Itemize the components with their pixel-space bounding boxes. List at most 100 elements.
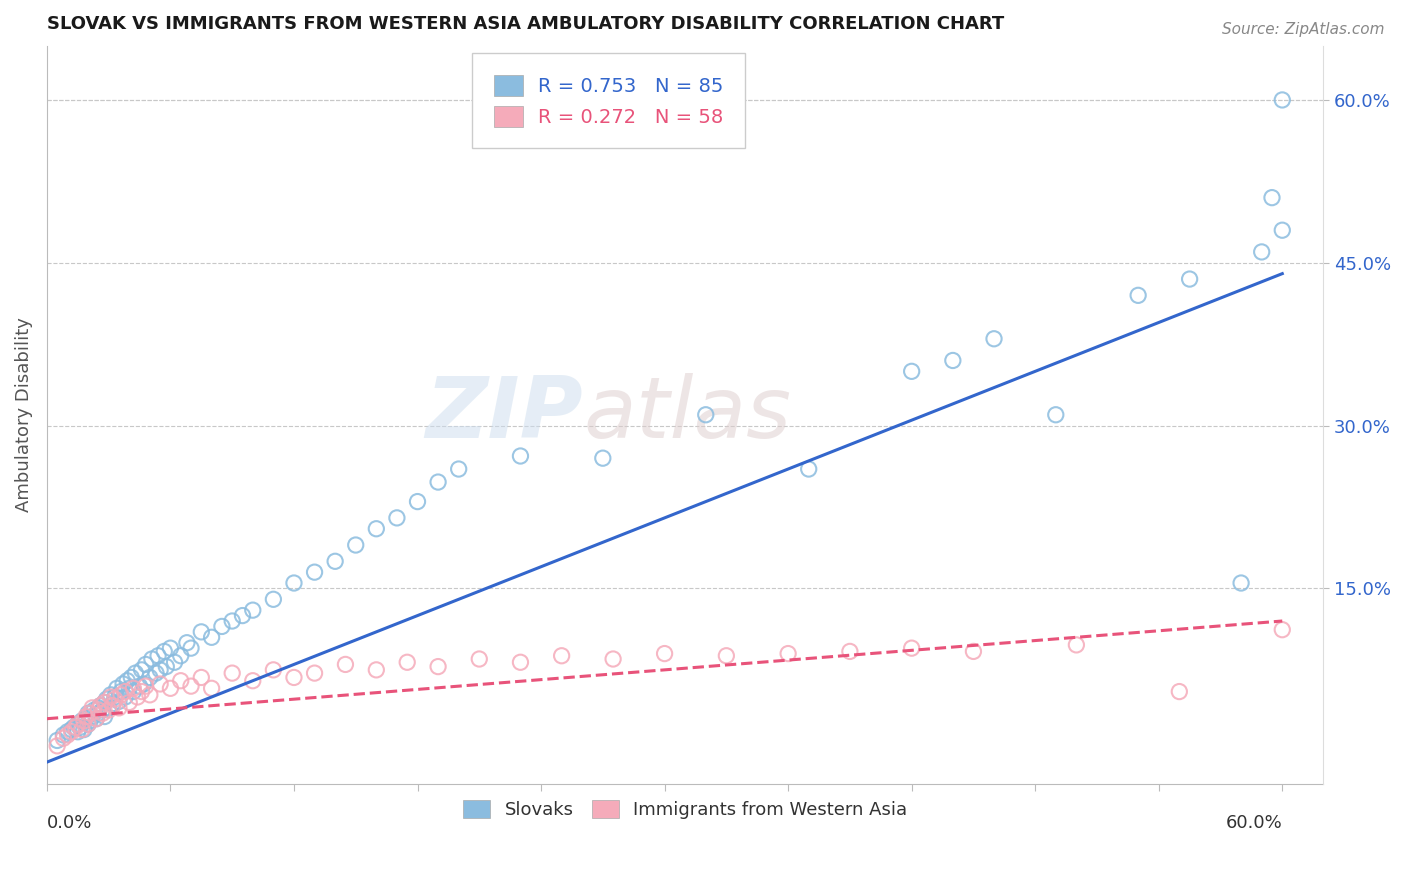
Point (1271, 623, 1294, 637)
Point (153, 644, 176, 658)
Point (231, 608, 253, 623)
Point (550, 648, 572, 663)
Point (778, 647, 800, 661)
Point (170, 673, 193, 688)
Point (190, 670, 212, 684)
Point (108, 701, 131, 715)
Point (77, 717, 100, 731)
Point (176, 636, 198, 650)
Point (695, 408, 717, 422)
Point (366, 522, 388, 536)
Y-axis label: Ambulatory Disability: Ambulatory Disability (15, 318, 32, 512)
Point (56, 728, 79, 742)
Point (221, 666, 243, 681)
Point (112, 677, 135, 691)
Point (100, 688, 122, 702)
Legend: Slovaks, Immigrants from Western Asia: Slovaks, Immigrants from Western Asia (456, 793, 914, 827)
Point (87, 701, 110, 715)
Point (983, 332, 1005, 346)
Point (122, 681, 145, 696)
Point (1230, 576, 1253, 591)
Point (1261, 191, 1284, 205)
Point (73, 723, 96, 737)
Point (97, 701, 120, 715)
Point (385, 511, 408, 525)
Point (122, 684, 145, 698)
Point (75, 709, 97, 723)
Point (396, 655, 419, 669)
Point (65, 720, 87, 734)
Point (118, 695, 141, 709)
Text: ZIP: ZIP (426, 373, 583, 456)
Point (46, 733, 69, 747)
Point (124, 666, 146, 681)
Point (120, 670, 142, 684)
Point (114, 690, 136, 704)
Point (716, 648, 738, 663)
Point (87, 706, 110, 721)
Point (335, 657, 357, 672)
Point (62, 720, 84, 734)
Point (46, 739, 69, 753)
Point (84, 712, 107, 726)
Point (89, 698, 111, 713)
Point (1045, 408, 1067, 422)
Point (900, 641, 922, 656)
Point (118, 681, 141, 696)
Point (1250, 244, 1272, 259)
Point (110, 688, 132, 702)
Point (101, 698, 124, 713)
Point (155, 659, 177, 673)
Point (91, 706, 114, 721)
Point (87, 703, 110, 717)
Point (654, 647, 676, 661)
Point (406, 494, 429, 508)
Point (79, 706, 101, 721)
Text: SLOVAK VS IMMIGRANTS FROM WESTERN ASIA AMBULATORY DISABILITY CORRELATION CHART: SLOVAK VS IMMIGRANTS FROM WESTERN ASIA A… (46, 15, 1004, 33)
Point (201, 681, 224, 696)
Text: atlas: atlas (583, 373, 792, 456)
Point (141, 652, 163, 666)
Point (159, 681, 181, 696)
Point (127, 690, 149, 704)
Point (128, 679, 150, 693)
Point (66, 724, 89, 739)
Point (82, 701, 104, 715)
Point (159, 641, 181, 656)
Point (82, 709, 104, 723)
Point (211, 619, 233, 633)
Point (201, 630, 224, 644)
Point (135, 657, 157, 672)
Point (468, 652, 491, 666)
Point (962, 644, 984, 658)
Point (83, 703, 105, 717)
Point (104, 692, 127, 706)
Point (1126, 288, 1149, 302)
Point (262, 592, 284, 607)
Point (56, 724, 79, 739)
Point (942, 353, 965, 368)
Point (60, 724, 83, 739)
Point (1178, 272, 1201, 286)
Point (79, 714, 101, 728)
Point (190, 624, 212, 639)
Point (304, 565, 326, 579)
Point (101, 697, 124, 711)
Point (163, 655, 186, 669)
Point (70, 723, 93, 737)
Point (91, 703, 114, 717)
Point (114, 684, 136, 698)
Point (180, 679, 202, 693)
Point (60, 723, 83, 737)
Point (900, 364, 922, 378)
Point (447, 462, 470, 476)
Point (1168, 684, 1191, 698)
Point (93, 695, 115, 709)
Point (797, 462, 820, 476)
Point (366, 663, 388, 677)
Point (509, 449, 531, 463)
Text: 60.0%: 60.0% (1226, 814, 1282, 832)
Point (221, 614, 243, 628)
Point (104, 690, 127, 704)
Point (115, 673, 138, 688)
